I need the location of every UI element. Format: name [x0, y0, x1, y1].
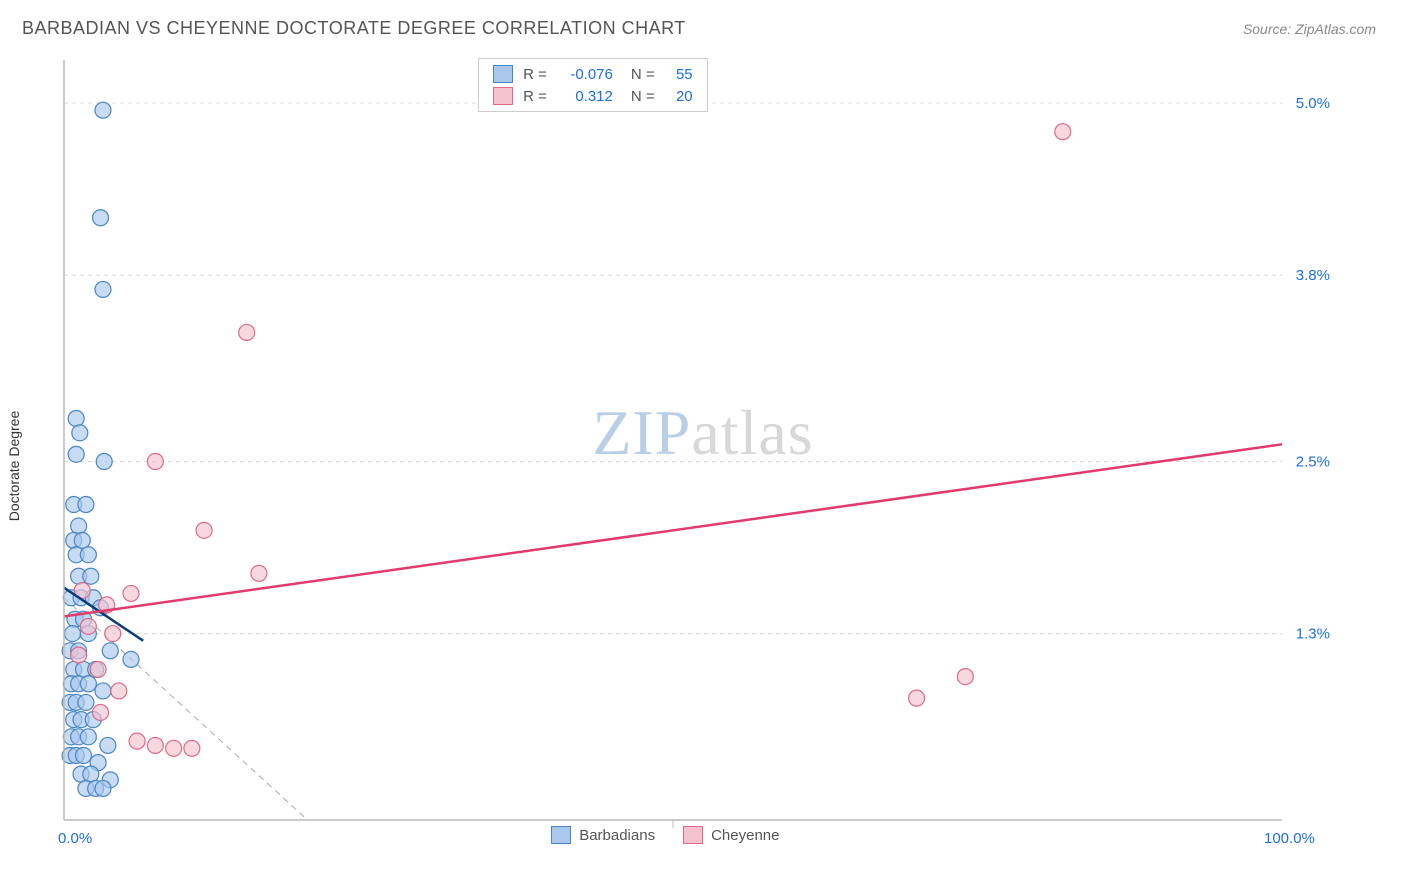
stat-r-label: R =: [523, 88, 547, 105]
stat-n-value: 20: [665, 88, 693, 105]
chart-header: BARBADIAN VS CHEYENNE DOCTORATE DEGREE C…: [0, 0, 1406, 47]
legend-label: Barbadians: [579, 827, 655, 844]
legend-item: Barbadians: [551, 826, 655, 844]
stat-swatch-icon: [493, 87, 513, 105]
legend-label: Cheyenne: [711, 827, 779, 844]
stat-row: R = 0.312 N = 20: [479, 85, 707, 107]
legend-item: Cheyenne: [683, 826, 779, 844]
correlation-stat-box: R = -0.076 N = 55 R = 0.312 N = 20: [478, 58, 708, 112]
stat-n-label: N =: [631, 88, 655, 105]
legend-swatch-icon: [551, 826, 571, 844]
chart-source: Source: ZipAtlas.com: [1243, 21, 1376, 37]
stat-swatch-icon: [493, 65, 513, 83]
x-axis-min-label: 0.0%: [58, 830, 92, 847]
series-legend: Barbadians Cheyenne: [551, 826, 779, 844]
stat-n-label: N =: [631, 66, 655, 83]
y-axis-label: Doctorate Degree: [6, 411, 22, 522]
legend-swatch-icon: [683, 826, 703, 844]
stat-n-value: 55: [665, 66, 693, 83]
stat-r-label: R =: [523, 66, 547, 83]
stat-row: R = -0.076 N = 55: [479, 63, 707, 85]
svg-text:2.5%: 2.5%: [1296, 454, 1330, 471]
svg-text:3.8%: 3.8%: [1296, 267, 1330, 284]
stat-r-value: -0.076: [557, 66, 613, 83]
svg-text:1.3%: 1.3%: [1296, 626, 1330, 643]
svg-text:5.0%: 5.0%: [1296, 95, 1330, 112]
scatter-plot-svg: 1.3% 2.5% 3.8% 5.0%: [22, 50, 1332, 850]
stat-r-value: 0.312: [557, 88, 613, 105]
x-axis-max-label: 100.0%: [1264, 830, 1315, 847]
chart-area: Doctorate Degree ZIPatlas 1.3%2.5%3.8%5.…: [22, 50, 1384, 882]
chart-title: BARBADIAN VS CHEYENNE DOCTORATE DEGREE C…: [22, 18, 686, 39]
